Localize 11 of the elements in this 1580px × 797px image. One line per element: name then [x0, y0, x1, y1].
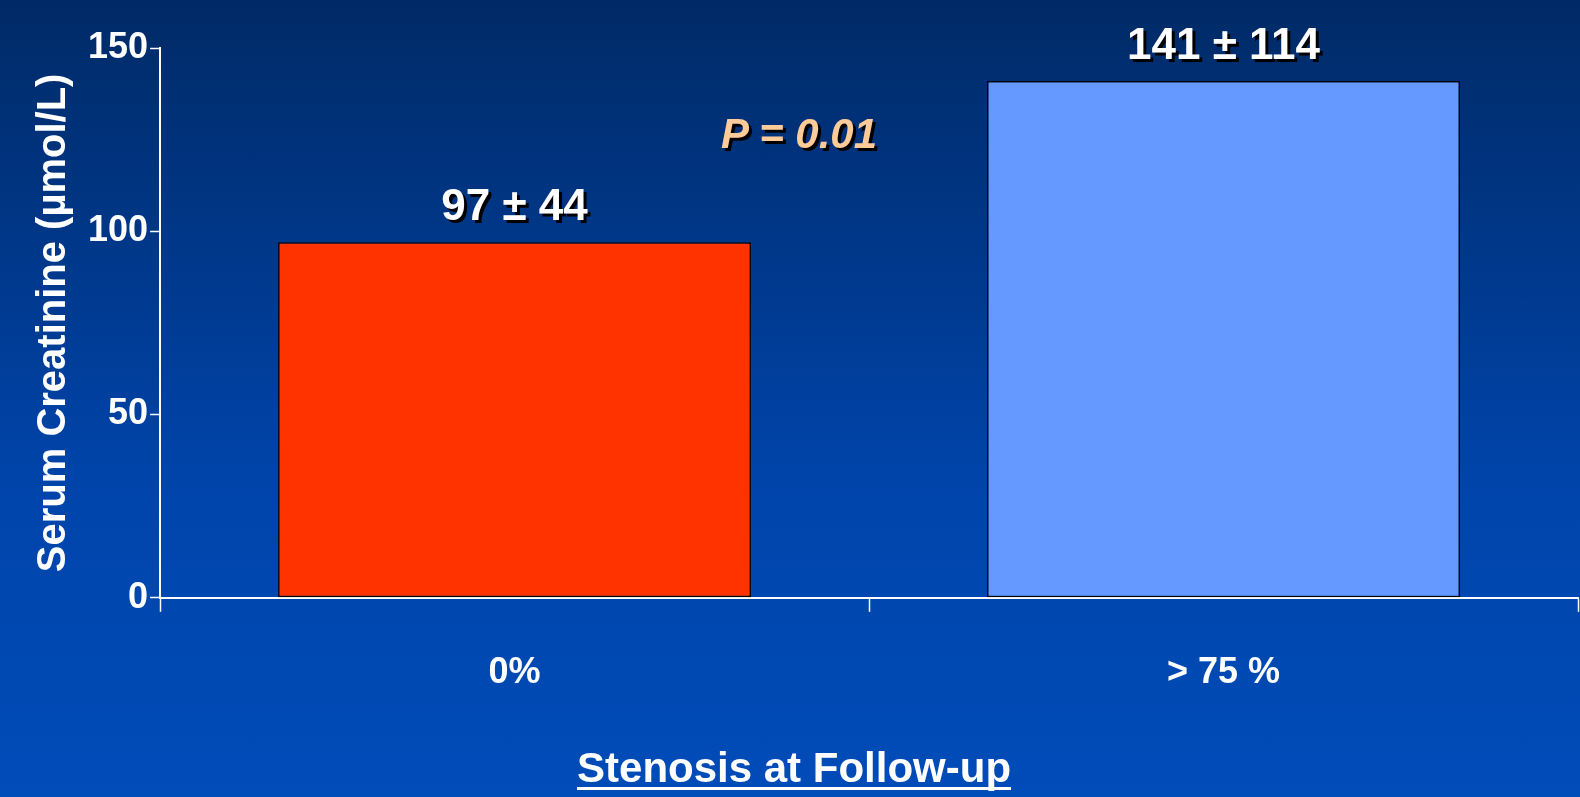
x-tick-label: 0% [488, 650, 541, 692]
x-tick-label: > 75 % [1166, 650, 1281, 692]
data-label: 141 ± 114 [1130, 22, 1324, 72]
annotation: P = 0.01 [723, 112, 881, 160]
y-tick-label: 150 [87, 24, 149, 66]
x-axis-title: Stenosis at Follow-up [577, 744, 1012, 791]
y-tick-label: 0 [128, 574, 149, 616]
data-label: 97 ± 44 [444, 183, 592, 233]
y-axis-title: Serum Creatinine (µmol/L) [29, 73, 74, 573]
y-tick-label: 50 [108, 391, 149, 433]
y-tick-label: 100 [87, 208, 149, 250]
